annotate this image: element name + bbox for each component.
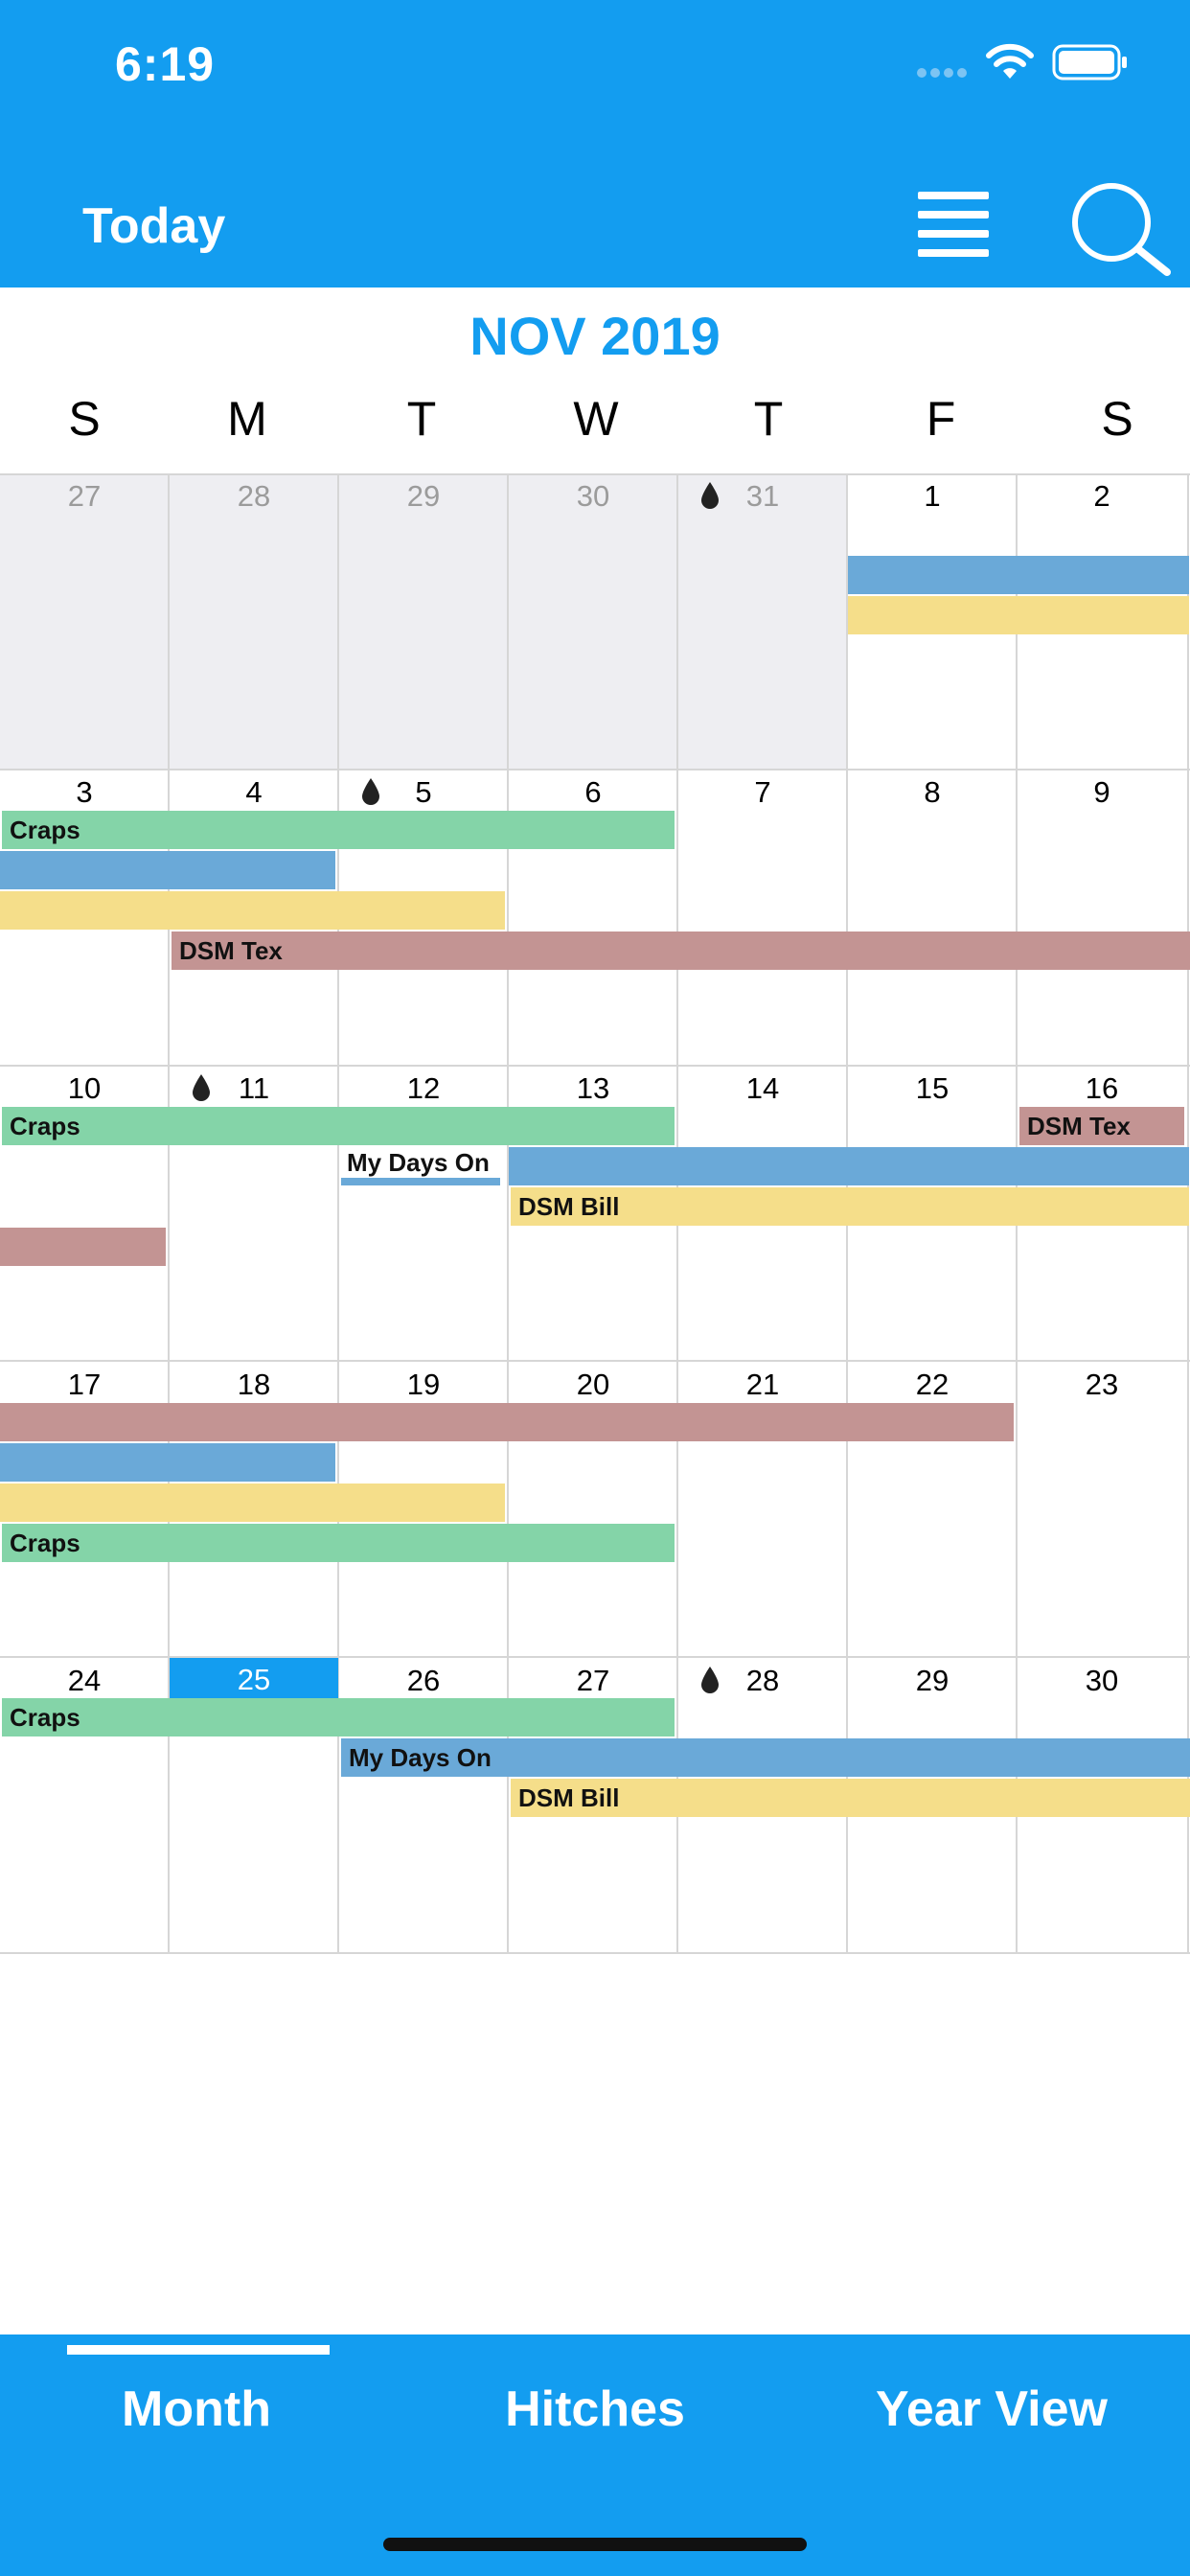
event-bar-dsm-bill[interactable]: DSM Bill xyxy=(511,1779,1190,1817)
day-number[interactable]: 22 xyxy=(915,1368,950,1401)
event-bar-craps[interactable]: Craps xyxy=(2,1698,675,1736)
grid-line xyxy=(0,1952,1190,1954)
day-number[interactable]: 9 xyxy=(1093,775,1110,809)
weekday-header: W xyxy=(573,392,619,446)
day-number[interactable]: 20 xyxy=(576,1368,610,1401)
previous-month-cells xyxy=(0,474,847,769)
top-bar xyxy=(0,0,1190,288)
battery-icon xyxy=(1052,44,1127,80)
day-number[interactable]: 31 xyxy=(745,479,780,513)
selected-tab-indicator xyxy=(67,2345,330,2355)
day-number[interactable]: 13 xyxy=(576,1071,610,1105)
event-bar[interactable] xyxy=(848,556,1189,594)
day-number[interactable]: 19 xyxy=(406,1368,441,1401)
day-number[interactable]: 27 xyxy=(576,1664,610,1697)
day-number[interactable]: 17 xyxy=(67,1368,102,1401)
grid-line xyxy=(0,473,1190,475)
event-bar[interactable] xyxy=(848,596,1189,634)
event-bar-dsm-tex[interactable]: DSM Tex xyxy=(1019,1107,1184,1145)
event-bar[interactable] xyxy=(0,851,335,889)
tab-year-view[interactable]: Year View xyxy=(876,2381,1108,2437)
home-indicator xyxy=(383,2538,807,2551)
day-number[interactable]: 24 xyxy=(67,1664,102,1697)
day-number[interactable]: 27 xyxy=(67,479,102,513)
wifi-icon xyxy=(986,43,1034,79)
day-number[interactable]: 4 xyxy=(245,775,263,809)
event-bar[interactable] xyxy=(0,891,505,930)
day-number[interactable]: 10 xyxy=(67,1071,102,1105)
event-bar-craps[interactable]: Craps xyxy=(2,1524,675,1562)
day-number[interactable]: 8 xyxy=(924,775,941,809)
day-number[interactable]: 23 xyxy=(1085,1368,1119,1401)
grid-line xyxy=(0,1656,1190,1658)
event-bar-craps[interactable]: Craps xyxy=(2,1107,675,1145)
day-number[interactable]: 11 xyxy=(238,1071,270,1105)
today-button[interactable]: Today xyxy=(82,198,226,254)
day-number-today[interactable]: 25 xyxy=(170,1658,338,1702)
grid-line xyxy=(507,474,509,1952)
event-bar-craps[interactable]: Craps xyxy=(2,811,675,849)
day-number[interactable]: 21 xyxy=(745,1368,780,1401)
event-bar[interactable] xyxy=(0,1484,505,1522)
drop-icon xyxy=(362,778,379,805)
grid-line xyxy=(0,769,1190,770)
day-number[interactable]: 29 xyxy=(915,1664,950,1697)
tab-hitches[interactable]: Hitches xyxy=(505,2381,685,2437)
day-number[interactable]: 7 xyxy=(754,775,771,809)
day-number[interactable]: 16 xyxy=(1085,1071,1119,1105)
day-number[interactable]: 6 xyxy=(584,775,602,809)
search-icon[interactable] xyxy=(1065,180,1173,276)
day-number[interactable]: 28 xyxy=(745,1664,780,1697)
weekday-header: M xyxy=(227,392,267,446)
month-title[interactable]: NOV 2019 xyxy=(469,306,721,366)
drop-icon xyxy=(701,1667,719,1693)
day-number[interactable]: 30 xyxy=(576,479,610,513)
event-bar-dsm-tex[interactable]: DSM Tex xyxy=(172,932,1190,970)
day-number[interactable]: 12 xyxy=(406,1071,441,1105)
day-number[interactable]: 5 xyxy=(415,775,432,809)
event-bar-my-days-on[interactable]: My Days On xyxy=(341,1147,500,1185)
event-bar[interactable] xyxy=(0,1403,1014,1441)
day-number[interactable]: 15 xyxy=(915,1071,950,1105)
grid-line xyxy=(0,1360,1190,1362)
day-number[interactable]: 3 xyxy=(76,775,93,809)
day-number[interactable]: 30 xyxy=(1085,1664,1119,1697)
grid-line xyxy=(168,474,170,1952)
drop-icon xyxy=(193,1074,210,1101)
weekday-header: F xyxy=(926,392,956,446)
day-number[interactable]: 29 xyxy=(406,479,441,513)
day-number[interactable]: 1 xyxy=(924,479,941,513)
day-number[interactable]: 2 xyxy=(1093,479,1110,513)
event-bar[interactable] xyxy=(0,1228,166,1266)
weekday-header: T xyxy=(753,392,784,446)
cellular-signal-icon xyxy=(917,68,967,78)
event-bar-my-days-on[interactable]: My Days On xyxy=(341,1738,1190,1777)
event-bar[interactable] xyxy=(0,1443,335,1482)
event-bar[interactable] xyxy=(509,1147,1189,1185)
day-number[interactable]: 18 xyxy=(237,1368,271,1401)
event-label: My Days On xyxy=(347,1148,490,1177)
day-number[interactable]: 26 xyxy=(406,1664,441,1697)
bottom-tab-bar xyxy=(0,2334,1190,2576)
grid-line xyxy=(337,474,339,1952)
drop-icon xyxy=(701,482,719,509)
tab-month[interactable]: Month xyxy=(122,2381,271,2437)
day-number[interactable]: 28 xyxy=(237,479,271,513)
weekday-header: S xyxy=(68,392,101,446)
menu-icon[interactable] xyxy=(918,192,989,257)
grid-line xyxy=(0,1065,1190,1067)
weekday-header: T xyxy=(406,392,437,446)
event-bar-dsm-bill[interactable]: DSM Bill xyxy=(511,1187,1189,1226)
status-time: 6:19 xyxy=(115,37,216,91)
day-number[interactable]: 14 xyxy=(745,1071,780,1105)
weekday-header: S xyxy=(1101,392,1133,446)
